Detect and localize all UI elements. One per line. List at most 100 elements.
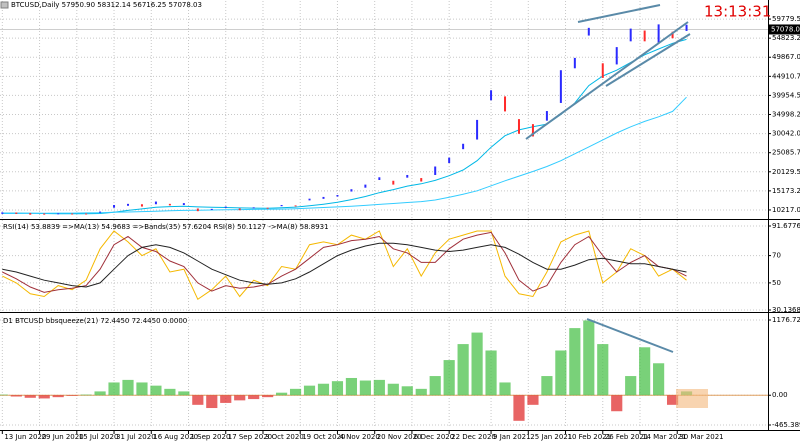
y-tick-label: 91.6776 [772, 222, 800, 230]
y-tick-label: 1176.7217 [772, 316, 800, 324]
price-bar [308, 198, 311, 201]
x-tick-label: 30 Mar 2021 [679, 433, 723, 441]
histogram-bar [178, 391, 190, 396]
x-tick-label: 13 Jun 2020 [4, 433, 46, 441]
histogram-bar [192, 395, 204, 405]
histogram-bar [457, 344, 469, 396]
price-bar [266, 207, 269, 209]
price-bar [29, 213, 32, 215]
histogram-bar [248, 395, 260, 400]
price-bar [71, 213, 74, 215]
price-bar [629, 28, 632, 42]
x-tick-label: 31 Jul 2020 [116, 433, 156, 441]
price-tag-label: 57078.03 [771, 25, 800, 33]
y-tick-label: 59779.50 [772, 15, 800, 23]
histogram-bar [10, 395, 22, 397]
price-bar [517, 119, 520, 134]
price-bar [168, 203, 171, 206]
price-bar [657, 24, 660, 44]
price-bar [113, 205, 116, 208]
x-tick-label: 9 Jan 2021 [493, 433, 531, 441]
x-tick-label: 4 Nov 2020 [339, 433, 379, 441]
price-bar [1, 212, 4, 214]
panel-title: RSI(14) 53.8839 =>MA(13) 54.9683 =>Bands… [3, 223, 329, 231]
histogram-bar [359, 380, 371, 396]
highlight-box [676, 389, 708, 408]
marks-layer [0, 24, 693, 421]
price-bar [615, 47, 618, 65]
price-bar [336, 195, 339, 197]
histogram-bar [234, 395, 246, 401]
price-bar [462, 143, 465, 150]
price-bar [406, 174, 409, 178]
histogram-bar [569, 328, 581, 396]
y-tick-label: 25085.75 [772, 149, 800, 157]
price-bar [182, 203, 185, 206]
x-tick-label: 25 Jan 2021 [530, 433, 572, 441]
x-tick-label: 29 Jun 2020 [42, 433, 84, 441]
histogram-bar [24, 395, 36, 398]
histogram-bar [220, 395, 232, 403]
histogram-bar [597, 344, 609, 396]
price-bar [57, 213, 60, 215]
histogram-bar [206, 395, 218, 409]
x-tick-label: 26 Feb 2021 [605, 433, 649, 441]
histogram-bar [164, 388, 176, 396]
y-tick-label: 30042.00 [772, 130, 800, 138]
price-bar [154, 201, 157, 205]
price-bar [238, 208, 241, 211]
histogram-bar [122, 379, 134, 396]
price-bar [490, 90, 493, 101]
x-tick-label: 3 Oct 2020 [265, 433, 304, 441]
histogram-bar [499, 382, 511, 396]
window-icon [0, 1, 9, 9]
trend-line [525, 21, 689, 140]
histogram-bar [666, 395, 679, 405]
histogram-bar [345, 377, 358, 396]
price-bar [210, 208, 213, 211]
x-tick-label: 16 Aug 2020 [153, 433, 198, 441]
price-bar [587, 27, 590, 36]
y-tick-label: -465.3893 [772, 421, 800, 429]
y-tick-label: 54823.25 [772, 34, 800, 42]
histogram-bar [387, 383, 399, 396]
price-bar [685, 24, 688, 31]
histogram-bar [429, 376, 441, 396]
histogram-bar [136, 382, 148, 396]
price-bar [15, 212, 18, 214]
y-tick-label: 0.00 [772, 391, 788, 399]
price-bar [43, 213, 46, 215]
trend-line [586, 318, 674, 353]
price-bar [434, 166, 437, 175]
histogram-bar [555, 350, 567, 396]
histogram-bar [262, 395, 274, 398]
clock: 13:13:31 [704, 3, 771, 21]
x-tick-label: 22 Dec 2020 [451, 433, 496, 441]
trend-line [605, 33, 691, 87]
price-bar [322, 196, 325, 199]
x-tick-label: 10 Feb 2021 [568, 433, 612, 441]
x-tick-label: 6 Dec 2020 [414, 433, 454, 441]
price-bar [545, 111, 548, 121]
price-bar [392, 180, 395, 185]
y-tick-label: 44910.75 [772, 72, 800, 80]
histogram-bar [331, 381, 344, 396]
price-bar [643, 30, 646, 42]
price-bar [601, 63, 604, 78]
histogram-bar [276, 392, 288, 396]
x-tick-label: 20 Nov 2020 [377, 433, 422, 441]
x-tick-label: 19 Oct 2020 [302, 433, 345, 441]
histogram-bar [289, 388, 302, 396]
y-tick-label: 70 [772, 252, 781, 260]
histogram-bar [108, 382, 120, 396]
trend-line [577, 4, 661, 23]
price-bar [364, 184, 367, 188]
price-bar [573, 57, 576, 69]
histogram-bar [653, 363, 665, 396]
price-bar [350, 189, 353, 192]
price-tag [769, 24, 800, 35]
price-bar [294, 205, 297, 207]
price-bar [671, 31, 674, 39]
price-bar [420, 178, 423, 182]
histogram-bar [471, 332, 483, 396]
